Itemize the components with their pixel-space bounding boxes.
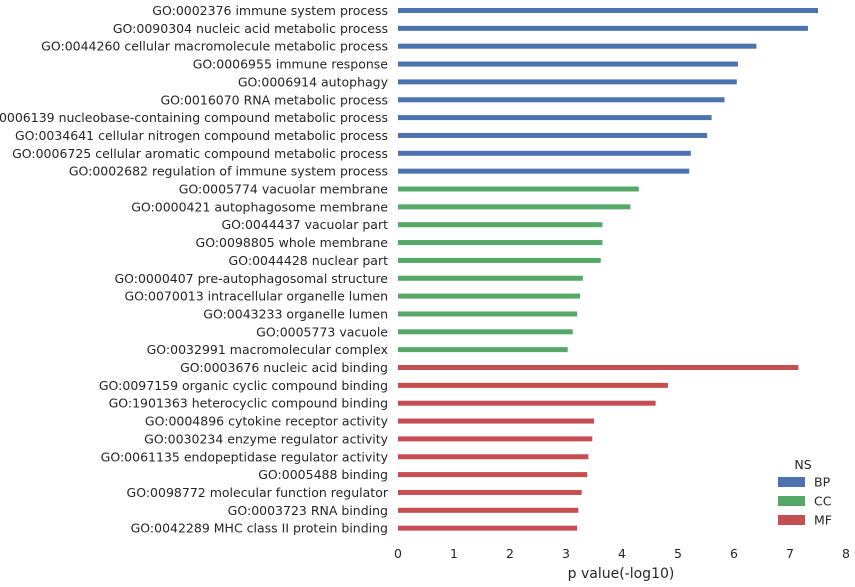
bar xyxy=(398,329,573,335)
category-label: GO:0002682 regulation of immune system p… xyxy=(69,164,388,179)
x-tick-label: 8 xyxy=(842,546,850,561)
bar xyxy=(398,365,799,370)
category-label: GO:0034641 cellular nitrogen compound me… xyxy=(15,128,388,143)
category-label: GO:0098805 whole membrane xyxy=(196,235,389,250)
legend-label-mf: MF xyxy=(814,513,832,528)
category-label: GO:0006139 nucleobase-containing compoun… xyxy=(0,110,388,125)
category-label: GO:0044260 cellular macromolecule metabo… xyxy=(41,39,388,54)
category-label: GO:0043233 organelle lumen xyxy=(203,306,388,321)
bar xyxy=(398,186,639,192)
x-tick-label: 3 xyxy=(562,546,570,561)
category-label: GO:0061135 endopeptidase regulator activ… xyxy=(101,449,389,464)
category-label: GO:0003723 RNA binding xyxy=(228,503,388,518)
x-axis-ticks: 0 1 2 3 4 5 6 7 8 xyxy=(394,546,850,561)
category-label: GO:0006914 autophagy xyxy=(238,74,389,89)
category-label: GO:0005488 binding xyxy=(258,467,388,482)
legend-label-bp: BP xyxy=(814,475,831,490)
bar xyxy=(398,418,594,424)
bar xyxy=(398,311,578,317)
x-tick-label: 0 xyxy=(394,546,402,561)
x-tick-label: 5 xyxy=(674,546,682,561)
bar xyxy=(398,436,593,442)
bar xyxy=(398,240,603,246)
legend-label-cc: CC xyxy=(814,494,832,509)
bar xyxy=(398,115,712,121)
category-labels: GO:0002376 immune system process GO:00903… xyxy=(0,3,389,536)
bar xyxy=(398,204,631,210)
category-label: GO:0097159 organic cyclic compound bindi… xyxy=(99,378,388,393)
category-label: GO:0016070 RNA metabolic process xyxy=(160,92,388,107)
bar xyxy=(398,454,589,460)
category-label: GO:0005773 vacuole xyxy=(256,324,388,339)
bar xyxy=(398,150,691,156)
bar xyxy=(398,25,808,31)
category-label: GO:0003676 nucleic acid binding xyxy=(180,360,388,375)
bar xyxy=(398,489,582,495)
bar xyxy=(398,293,580,299)
x-tick-label: 2 xyxy=(506,546,514,561)
category-label: GO:0006725 cellular aromatic compound me… xyxy=(12,146,388,161)
legend-swatch-mf xyxy=(778,515,805,525)
category-label: GO:0006955 immune response xyxy=(193,57,389,72)
bar xyxy=(398,79,737,85)
category-label: GO:0044437 vacuolar part xyxy=(221,217,388,232)
category-label: GO:0000421 autophagosome membrane xyxy=(131,199,388,214)
bars-group xyxy=(398,8,818,531)
category-label: GO:0042289 MHC class II protein binding xyxy=(131,521,388,536)
x-axis-label: p value(-log10) xyxy=(568,566,675,582)
bar xyxy=(398,8,818,13)
legend: NS BP CC MF xyxy=(778,457,832,528)
category-label: GO:0004896 cytokine receptor activity xyxy=(145,414,389,429)
bar xyxy=(398,400,656,406)
bar xyxy=(398,97,725,103)
x-tick-label: 7 xyxy=(786,546,794,561)
bar xyxy=(398,347,568,353)
category-label: GO:0030234 enzyme regulator activity xyxy=(144,431,388,446)
legend-swatch-cc xyxy=(778,496,805,506)
category-label: GO:0005774 vacuolar membrane xyxy=(179,182,389,197)
category-label: GO:0044428 nuclear part xyxy=(229,253,389,268)
bar xyxy=(398,61,738,67)
bar xyxy=(398,525,578,531)
legend-entries: BP CC MF xyxy=(778,475,832,528)
category-label: GO:0000407 pre-autophagosomal structure xyxy=(114,271,388,286)
bar xyxy=(398,132,708,138)
legend-swatch-bp xyxy=(778,477,805,487)
x-tick-label: 4 xyxy=(618,546,626,561)
bar xyxy=(398,472,588,478)
bar xyxy=(398,507,579,513)
bar xyxy=(398,43,757,49)
bar xyxy=(398,168,690,174)
bar xyxy=(398,222,603,228)
category-label: GO:0070013 intracellular organelle lumen xyxy=(124,289,388,304)
bar xyxy=(398,382,668,388)
legend-title: NS xyxy=(794,457,811,472)
category-label: GO:0002376 immune system process xyxy=(152,3,388,18)
category-label: GO:0098772 molecular function regulator xyxy=(127,485,389,500)
category-label: GO:1901363 heterocyclic compound binding xyxy=(109,396,388,411)
category-label: GO:0090304 nucleic acid metabolic proces… xyxy=(113,21,388,36)
x-tick-label: 1 xyxy=(450,546,458,561)
x-tick-label: 6 xyxy=(730,546,738,561)
category-label: GO:0032991 macromolecular complex xyxy=(147,342,388,357)
bar xyxy=(398,257,601,263)
bar xyxy=(398,275,583,281)
